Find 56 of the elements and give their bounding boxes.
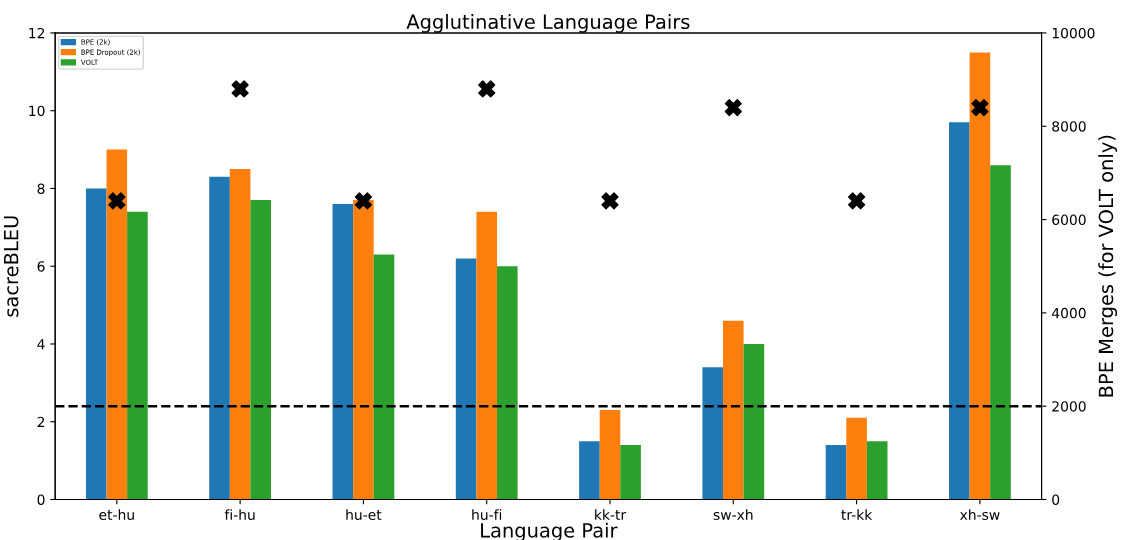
bar (579, 441, 600, 500)
y2-axis-title: BPE Merges (for VOLT only) (1098, 135, 1118, 397)
bar (620, 445, 641, 500)
bar (990, 165, 1011, 500)
x-tick-label: kk-tr (595, 509, 627, 520)
bar (949, 122, 970, 500)
bar (353, 200, 374, 500)
point (478, 80, 496, 98)
y-tick-label: 12 (29, 27, 45, 39)
bar (866, 441, 888, 500)
bar (373, 254, 395, 500)
bar (455, 258, 477, 500)
x-tick-label: fi-hu (224, 509, 255, 520)
bar (229, 169, 251, 500)
point (971, 98, 989, 117)
y-tick-label: 2 (37, 416, 45, 428)
y-tick-label: 6 (37, 261, 45, 272)
bar (476, 211, 498, 500)
bar (250, 200, 272, 500)
bar (127, 211, 148, 500)
y2-tick-label: 4000 (1051, 307, 1086, 319)
y-tick-label: 8 (37, 183, 45, 194)
bar (599, 410, 621, 500)
y2-tick-label: 2000 (1052, 401, 1086, 412)
bar (497, 266, 518, 500)
x-tick-label: tr-kk (841, 509, 873, 520)
y-axis-title: sacreBLEU (4, 216, 19, 317)
x-tick-label: et-hu (99, 509, 134, 520)
y2-tick-label: 10000 (1052, 27, 1095, 39)
bar (85, 188, 107, 500)
point (601, 192, 619, 210)
y-tick-label: 0 (37, 494, 45, 505)
bar (825, 445, 847, 500)
bar (969, 52, 991, 500)
bar (106, 149, 128, 500)
bar (209, 176, 230, 500)
y2-tick-label: 8000 (1052, 121, 1086, 132)
y2-tick-label: 0 (1052, 494, 1060, 505)
x-tick-label: hu-fi (472, 509, 502, 520)
point (724, 98, 742, 117)
bar (702, 367, 724, 500)
bar (723, 320, 744, 500)
point (108, 192, 126, 210)
y-tick-label: 4 (37, 339, 45, 350)
y-tick-label: 10 (29, 105, 45, 117)
y2-tick-label: 6000 (1052, 214, 1086, 226)
bar (743, 343, 765, 500)
point (847, 192, 866, 210)
point (231, 80, 249, 98)
x-tick-label: hu-et (346, 509, 382, 520)
point (354, 192, 373, 210)
x-tick-label: xh-sw (959, 509, 1000, 520)
chart-title: Agglutinative Language Pairs (406, 14, 690, 33)
bar (332, 204, 354, 500)
x-tick-label: sw-xh (713, 509, 753, 520)
bar (846, 417, 867, 500)
